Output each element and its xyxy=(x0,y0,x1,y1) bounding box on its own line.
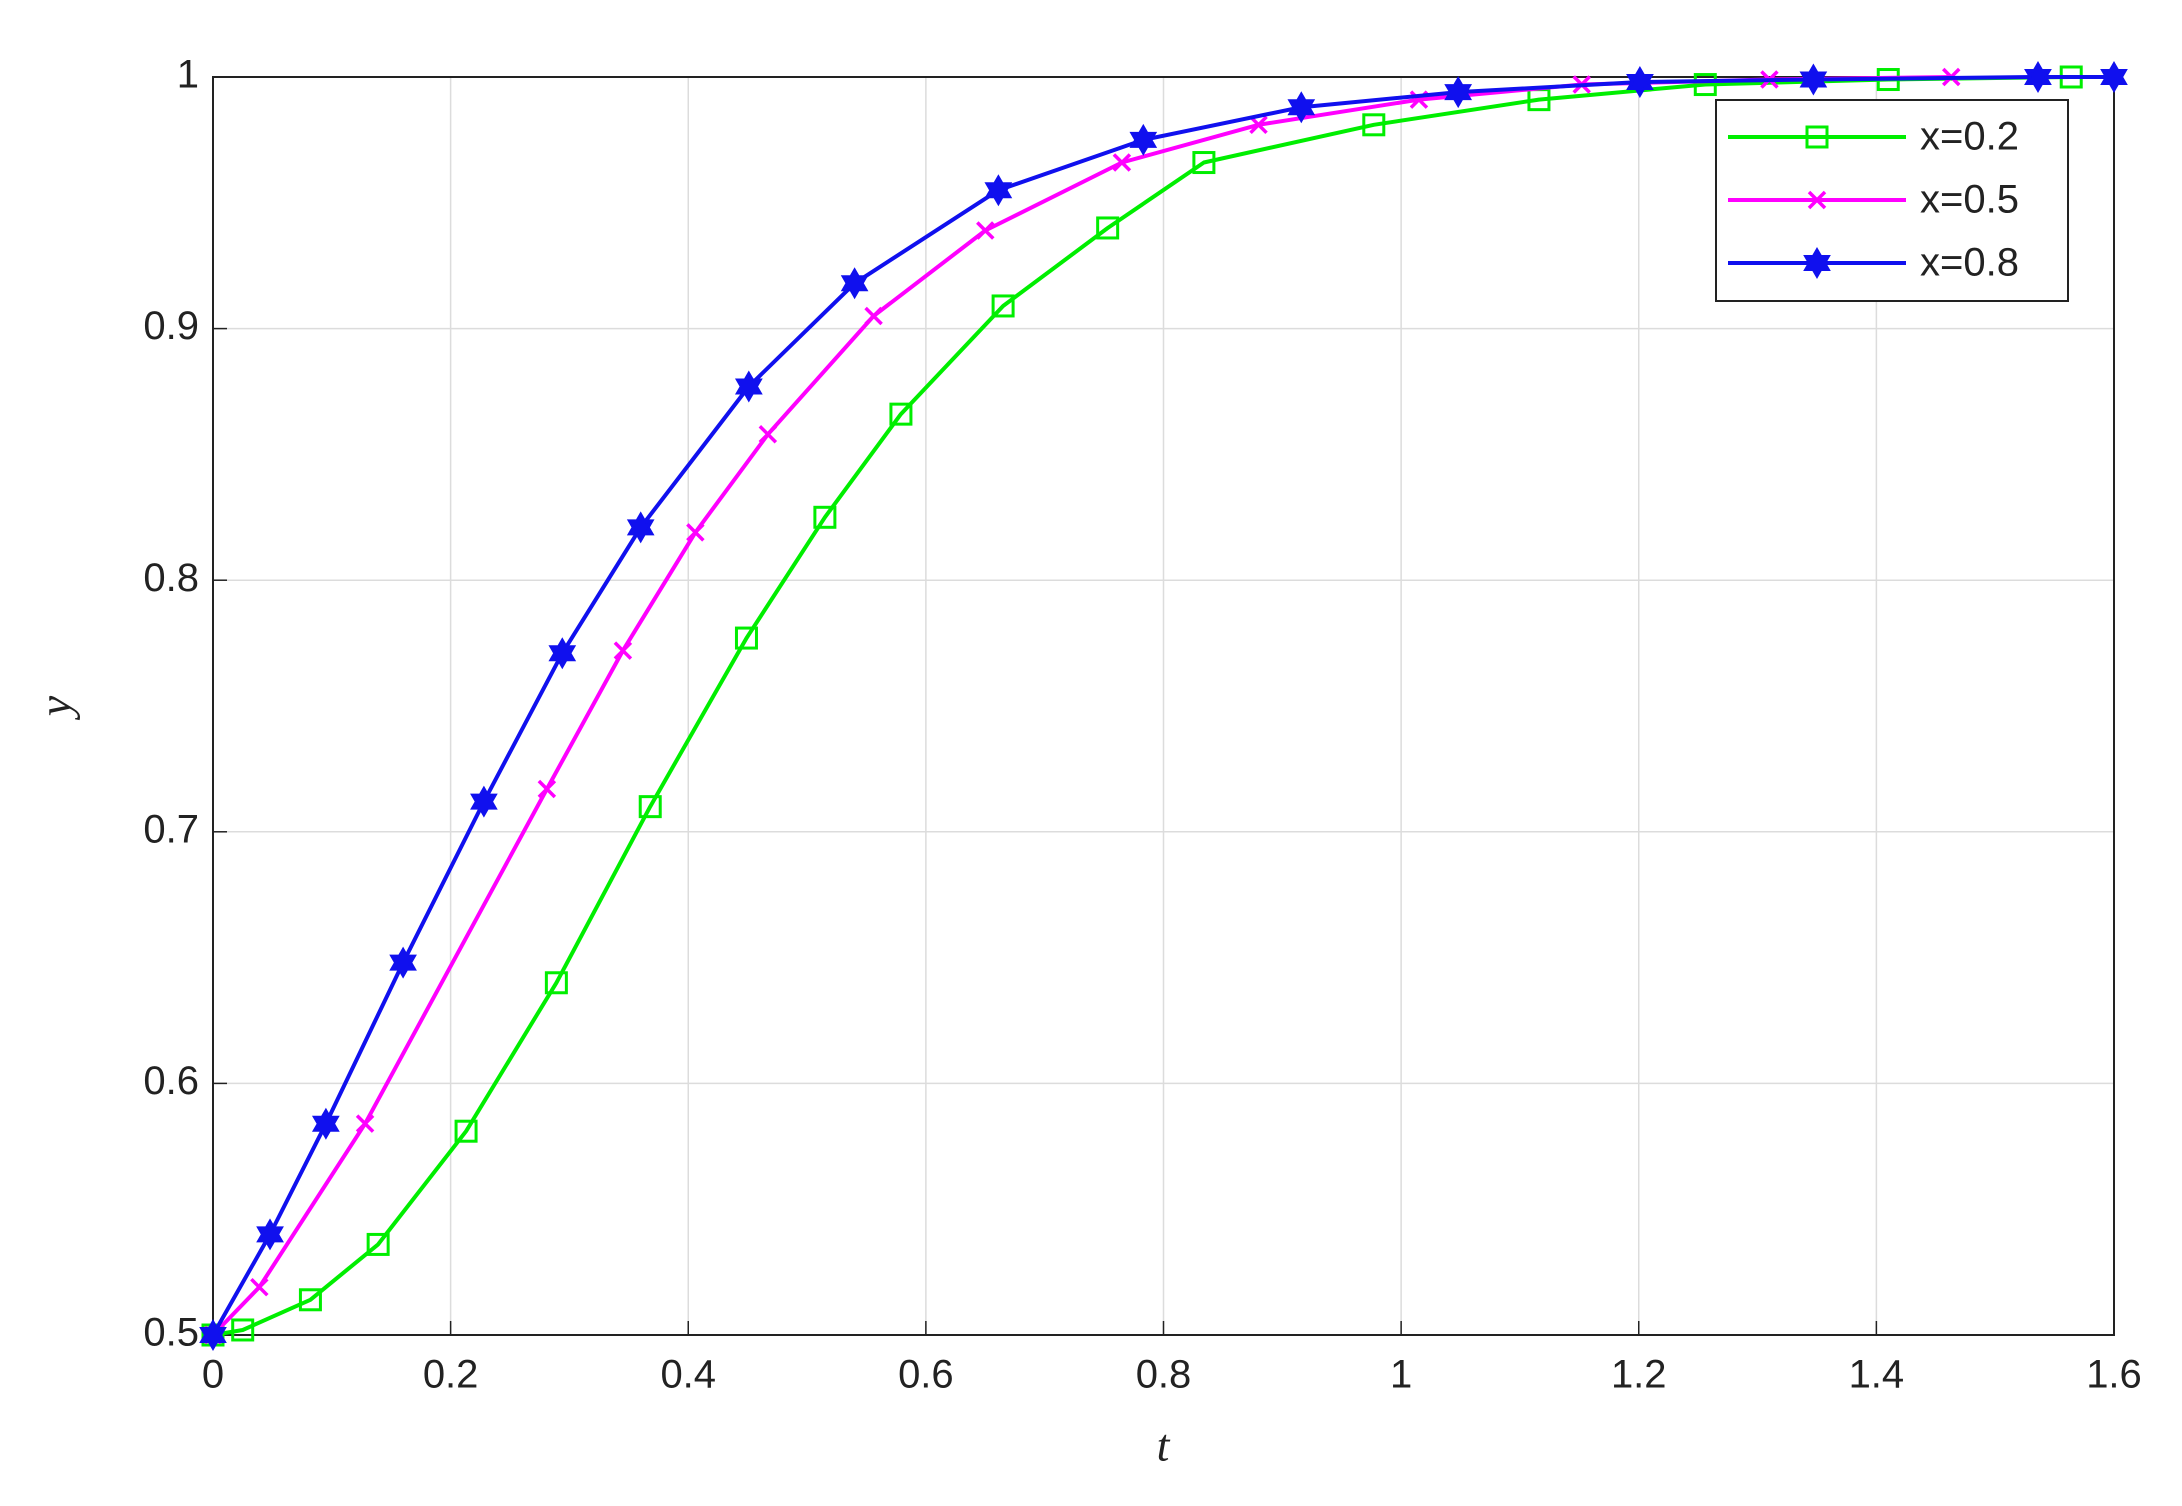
legend-label: x=0.5 xyxy=(1920,178,2019,222)
data-point xyxy=(355,1114,375,1133)
x-tick-label: 0 xyxy=(202,1353,224,1397)
data-point xyxy=(889,402,913,426)
x-tick-label: 0.4 xyxy=(660,1353,716,1397)
data-point xyxy=(2024,61,2052,93)
data-point xyxy=(1362,113,1386,137)
data-point xyxy=(366,1232,390,1256)
data-point xyxy=(537,779,557,799)
y-tick-label: 0.6 xyxy=(143,1059,199,1103)
data-point xyxy=(1129,123,1158,156)
data-point xyxy=(389,946,417,979)
data-point xyxy=(1112,153,1132,172)
data-point xyxy=(686,523,705,542)
data-point xyxy=(1096,216,1120,240)
data-point xyxy=(976,221,995,240)
data-point xyxy=(758,425,778,444)
data-point xyxy=(840,267,869,300)
data-point xyxy=(250,1277,269,1297)
data-point xyxy=(544,971,568,995)
x-tick-label: 1.4 xyxy=(1849,1353,1905,1397)
data-point xyxy=(813,505,837,529)
legend-marker xyxy=(1805,125,1829,149)
data-point xyxy=(1444,76,1473,109)
plot-frame xyxy=(212,76,2115,1336)
y-tick-label: 0.5 xyxy=(143,1311,199,1355)
x-tick-label: 1.6 xyxy=(2086,1353,2142,1397)
data-point xyxy=(454,1119,478,1143)
data-point xyxy=(1693,73,1717,97)
data-point xyxy=(256,1218,284,1251)
data-point xyxy=(1626,66,1654,98)
data-point xyxy=(231,1318,255,1342)
data-point xyxy=(984,174,1013,207)
data-point xyxy=(991,294,1015,318)
data-point xyxy=(734,370,763,403)
x-tick-label: 0.6 xyxy=(898,1353,954,1397)
data-point xyxy=(1192,151,1216,175)
data-point xyxy=(864,306,883,326)
data-point xyxy=(2100,60,2128,94)
y-tick-label: 1 xyxy=(177,53,199,97)
legend-marker xyxy=(1803,246,1831,280)
data-point xyxy=(1249,115,1268,135)
y-tick-label: 0.9 xyxy=(143,304,199,348)
data-point xyxy=(626,511,655,544)
data-point xyxy=(199,1318,227,1352)
data-point xyxy=(470,785,498,818)
data-point xyxy=(298,1288,322,1312)
x-axis-label: t xyxy=(1157,1420,1171,1471)
x-tick-label: 1 xyxy=(1390,1353,1412,1397)
y-tick-label: 0.7 xyxy=(143,807,199,851)
legend-marker xyxy=(1807,190,1827,210)
x-tick-label: 0.2 xyxy=(423,1353,479,1397)
data-point xyxy=(734,626,758,650)
data-point xyxy=(638,795,662,819)
data-point xyxy=(548,637,577,670)
legend-label: x=0.2 xyxy=(1920,115,2019,159)
y-tick-label: 0.8 xyxy=(143,556,199,600)
x-tick-label: 1.2 xyxy=(1611,1353,1667,1397)
data-point xyxy=(311,1107,340,1140)
legend-label: x=0.8 xyxy=(1920,241,2019,285)
data-point xyxy=(613,641,633,660)
y-axis-label: y xyxy=(30,695,81,720)
x-tick-label: 0.8 xyxy=(1136,1353,1192,1397)
data-point xyxy=(1287,91,1316,124)
data-point xyxy=(1799,63,1828,96)
